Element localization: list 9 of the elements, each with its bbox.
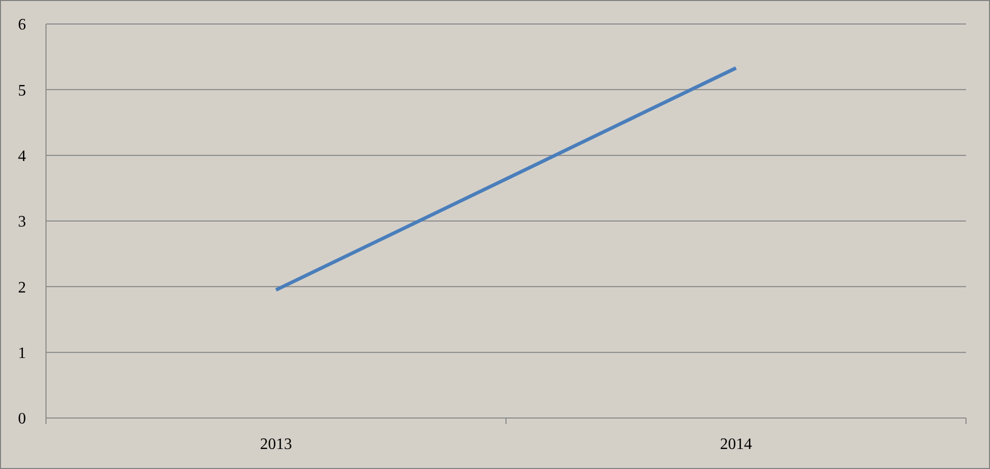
y-tick-label: 4 (18, 148, 26, 165)
y-tick-label: 6 (18, 16, 26, 34)
y-tick-label: 3 (18, 214, 26, 231)
x-tick-label: 2013 (260, 436, 292, 453)
y-tick-label: 5 (18, 82, 26, 100)
y-tick-label: 0 (18, 410, 26, 428)
y-tick-label: 1 (18, 344, 26, 362)
x-tick-label: 2014 (720, 436, 752, 453)
y-tick-label: 2 (18, 279, 26, 296)
